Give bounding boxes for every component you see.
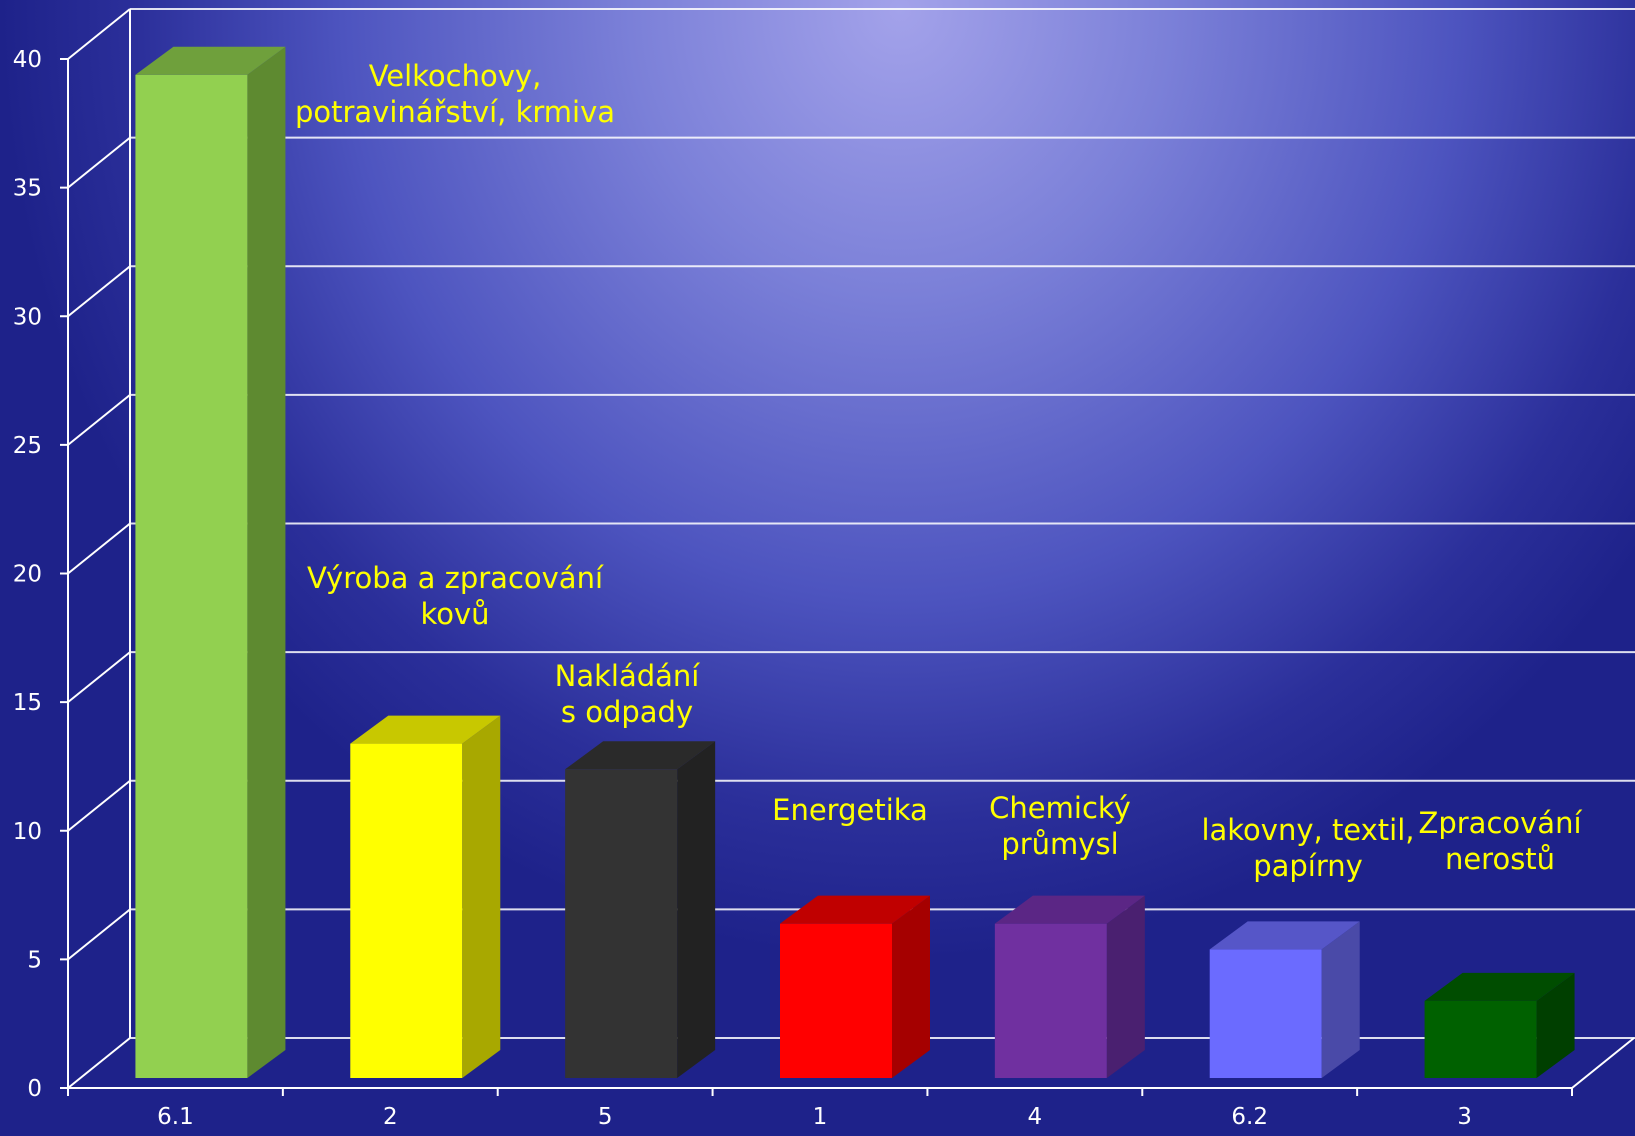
bar-annotation-line: papírny [1253,849,1363,883]
gridline-slant [67,779,131,832]
bar-annotation: Výroba a zpracování kovů [307,561,604,631]
y-tick-label: 15 [13,690,42,716]
bar-annotation-line: Velkochovy, [369,59,542,93]
category-label: 3 [1457,1104,1472,1130]
gridline-slant [67,394,131,446]
bar-annotation-line: průmysl [1001,827,1118,861]
bar [1424,1000,1537,1078]
bar-annotation-line: potravinářství, krmiva [295,95,615,129]
bar-side [677,741,716,1078]
y-tick-label: 5 [27,947,42,973]
bar [350,743,463,1078]
bar-annotation-line: kovů [420,597,489,631]
bar-side [1321,921,1360,1078]
bar-annotation-line: nerostů [1445,842,1555,876]
gridline-slant [67,8,131,60]
floor-edge-right [1571,1037,1635,1089]
y-tick-label: 0 [27,1076,42,1102]
category-label: 2 [383,1104,398,1130]
bar-annotation-line: Výroba a zpracování [307,561,604,595]
bar [780,923,892,1078]
bar-annotation-line: Energetika [772,793,928,827]
bar-side [1106,895,1145,1078]
y-tick-label: 10 [13,819,42,845]
bar-top [780,895,930,924]
bar-side [247,46,286,1079]
gridline-slant [67,651,131,703]
y-tick-label: 20 [13,562,42,588]
bar-annotation-line: s odpady [561,695,693,729]
bar [135,74,248,1079]
bar-annotation: Zpracování nerostů [1418,806,1582,876]
gridline-slant [67,522,131,575]
gridline-slant [67,265,131,318]
y-tick-label: 40 [13,47,42,73]
category-label: 6.1 [157,1104,194,1130]
bar-side [1536,972,1575,1078]
bar-annotation: Nakládání s odpady [555,659,701,729]
category-label: 5 [598,1104,613,1130]
category-label: 4 [1028,1104,1043,1130]
bar-annotation: Velkochovy, potravinářství, krmiva [295,59,615,129]
bar [994,923,1107,1078]
bar [1209,949,1322,1078]
bar-annotation: Chemický průmysl [989,791,1131,861]
bar-top [994,895,1145,924]
bar-annotation: Energetika [772,793,928,827]
gridline-slant [67,1037,131,1089]
bar-top [1424,972,1575,1001]
category-label: 1 [813,1104,828,1130]
bar-annotation-line: Chemický [989,791,1131,825]
bar-side [462,715,501,1078]
axis-layer [60,58,1635,1096]
bar-side [892,895,930,1078]
bar-top [135,46,286,75]
gridline-slant [67,136,131,189]
y-tick-label: 35 [13,176,42,202]
y-tick-label: 30 [13,304,42,330]
bar-annotation-line: Nakládání [555,659,701,693]
category-label: 6.2 [1231,1104,1268,1130]
y-tick-label: 25 [13,433,42,459]
bar-top [350,715,501,744]
bar-top [565,741,716,770]
bar-top [1209,921,1360,950]
bar [565,769,678,1078]
bars-layer [135,46,1575,1079]
gridline-slant [67,908,131,961]
bar-annotation: lakovny, textil, papírny [1201,813,1414,883]
bar-annotation-line: Zpracování [1418,806,1582,840]
bar-annotation-line: lakovny, textil, [1201,813,1414,847]
